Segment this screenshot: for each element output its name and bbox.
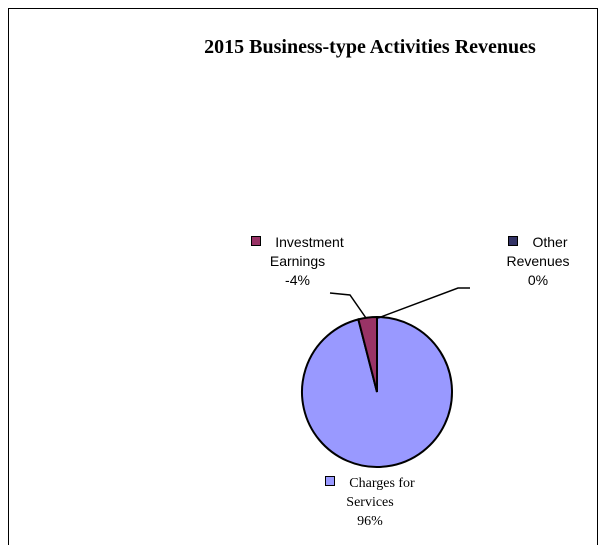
value-label: 96%	[357, 514, 383, 529]
legend-marker	[251, 236, 262, 246]
data-label: Charges for Services 96%	[320, 474, 420, 531]
value-label: -4%	[285, 272, 310, 288]
chart-title: 2015 Business-type Activities Revenues	[204, 36, 536, 58]
category-label: Investment Earnings	[269, 234, 344, 269]
data-label: Investment Earnings -4%	[235, 233, 360, 290]
data-label: Other Revenues 0%	[488, 233, 588, 290]
legend-marker	[508, 236, 519, 246]
chart-frame	[8, 8, 598, 545]
value-label: 0%	[527, 272, 549, 288]
category-label: Other Revenues	[506, 234, 570, 269]
leader-line	[377, 287, 470, 319]
leader-line	[329, 292, 367, 319]
category-label: Charges for Services	[346, 476, 415, 510]
legend-marker	[325, 476, 336, 486]
